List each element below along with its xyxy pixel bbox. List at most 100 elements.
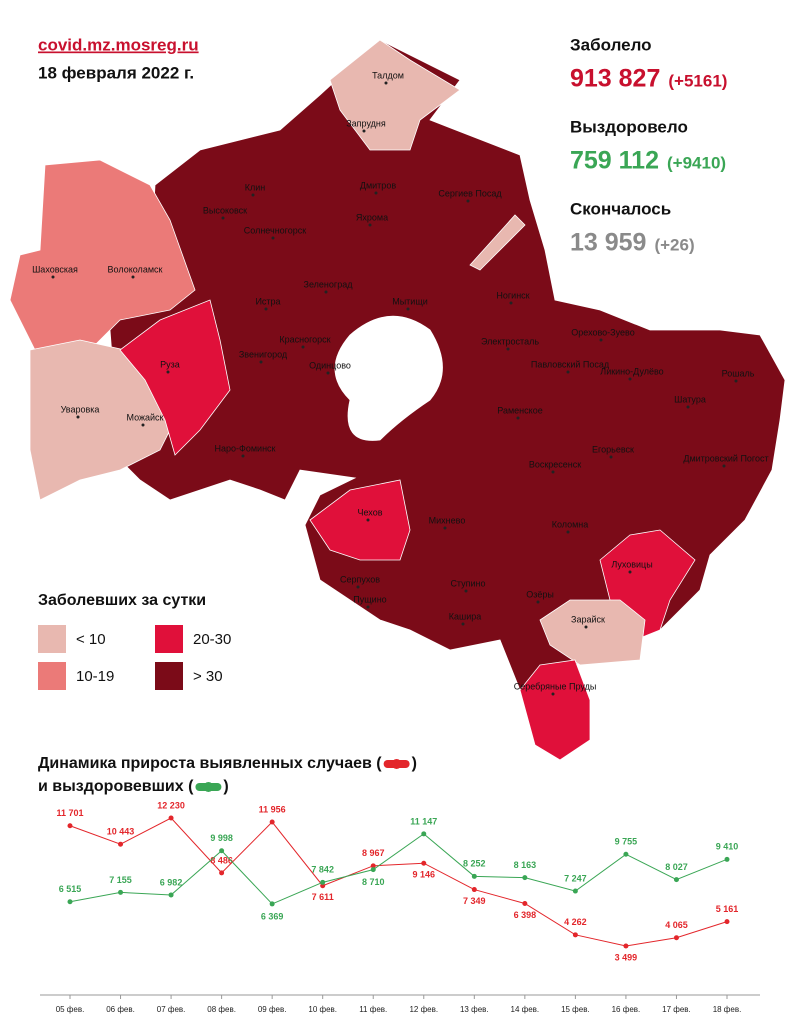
stat-label: Выздоровело: [570, 117, 688, 136]
data-point: [370, 863, 376, 869]
stat-value: 13 959: [570, 229, 646, 257]
city-dot: [264, 307, 268, 311]
x-tick-label: 09 фев.: [258, 1005, 287, 1014]
series-line: [69, 817, 728, 947]
value-label: 10 443: [107, 827, 135, 837]
map-label: Воскресенск: [529, 459, 581, 469]
value-label: 4 065: [665, 920, 688, 930]
city-dot: [734, 379, 738, 383]
map-label: Дмитров: [360, 180, 396, 190]
city-dot: [326, 371, 330, 375]
city-dot: [551, 692, 555, 696]
city-dot: [166, 370, 170, 374]
city-dot: [628, 377, 632, 381]
legend-label: < 10: [76, 631, 106, 648]
value-label: 7 611: [312, 892, 334, 902]
value-label: 6 398: [514, 910, 537, 920]
stat-delta: (+9410): [667, 153, 726, 172]
map-label: Павловский Посад: [531, 359, 610, 369]
map-label: Луховицы: [611, 559, 652, 569]
data-point: [724, 919, 730, 925]
region-under-10: [29, 339, 176, 501]
site-link[interactable]: covid.mz.mosreg.ru: [38, 35, 199, 54]
city-dot: [271, 236, 275, 240]
map-label: Зеленоград: [304, 279, 354, 289]
map-label: Одинцово: [309, 360, 351, 370]
series-line: [69, 833, 728, 905]
map-label: Серебряные Пруды: [514, 681, 597, 691]
city-dot: [628, 570, 632, 574]
stats: Заболело 913 827 (+5161) Выздоровело 759 112…: [570, 35, 727, 256]
city-dot: [464, 589, 468, 593]
x-tick-label: 11 фев.: [359, 1005, 387, 1014]
map-label: Руза: [160, 359, 180, 369]
map-label: Мытищи: [392, 296, 428, 306]
legend-swatch: [155, 625, 183, 653]
data-point: [67, 823, 73, 829]
data-point: [168, 815, 174, 821]
city-dot: [443, 526, 447, 530]
legend-title: Заболевших за сутки: [38, 592, 206, 609]
map-label: Клин: [245, 182, 266, 192]
stat-label: Скончалось: [570, 199, 671, 218]
city-dot: [509, 301, 513, 305]
legend-swatch: [38, 625, 66, 653]
city-dot: [259, 360, 263, 364]
stat-value: 759 112: [570, 147, 659, 175]
map-label: Ступино: [450, 578, 485, 588]
region-10-19: [9, 159, 196, 371]
map-label: Яхрома: [356, 212, 388, 222]
legend-swatch: [155, 662, 183, 690]
stat-label: Заболело: [570, 35, 652, 54]
map-label: Егорьевск: [592, 444, 634, 454]
map-label: Зарайск: [571, 614, 605, 624]
data-point: [471, 873, 477, 879]
city-dot: [584, 625, 588, 629]
chart-title: Динамика прироста выявленных случаев (: [38, 755, 382, 772]
x-tick-label: 15 фев.: [561, 1005, 590, 1014]
city-dot: [324, 290, 328, 294]
map-label: Рошаль: [722, 368, 755, 378]
map-label: Серпухов: [340, 574, 380, 584]
legend-icon-dot: [203, 782, 214, 792]
value-label: 11 956: [259, 804, 286, 814]
map: Талдом Запрудня Клин Дмитров Сергиев Посад Вы…: [9, 39, 786, 761]
value-label: 8 027: [665, 862, 688, 872]
map-label: Коломна: [552, 519, 589, 529]
data-point: [219, 848, 225, 854]
value-label: 9 998: [210, 833, 233, 843]
data-point: [67, 899, 73, 905]
city-dot: [366, 518, 370, 522]
city-dot: [131, 275, 135, 279]
data-point: [724, 856, 730, 862]
city-dot: [141, 423, 145, 427]
x-tick-label: 07 фев.: [157, 1005, 186, 1014]
map-label: Электросталь: [481, 336, 539, 346]
map-label: Шаховская: [32, 264, 78, 274]
value-label: 6 369: [261, 911, 284, 921]
value-label: 8 710: [362, 877, 385, 887]
map-label: Истра: [255, 296, 280, 306]
city-dot: [722, 464, 726, 468]
legend-label: 10-19: [76, 668, 114, 685]
data-point: [269, 901, 275, 907]
stat-value: 913 827: [570, 65, 660, 93]
city-dot: [536, 600, 540, 604]
data-point: [118, 889, 124, 895]
x-tick-label: 12 фев.: [409, 1005, 438, 1014]
map-label: Пущино: [353, 594, 386, 604]
value-label: 11 701: [56, 808, 83, 818]
city-dot: [374, 191, 378, 195]
data-point: [320, 879, 326, 885]
data-point: [168, 892, 174, 898]
region-under-10: [329, 39, 461, 151]
city-dot: [609, 455, 613, 459]
map-label: Волоколамск: [108, 264, 163, 274]
map-label: Раменское: [497, 405, 542, 415]
value-label: 12 230: [157, 800, 185, 810]
city-dot: [566, 530, 570, 534]
moscow: [334, 315, 443, 441]
x-tick-label: 13 фев.: [460, 1005, 489, 1014]
value-label: 8 967: [362, 848, 385, 858]
city-dot: [516, 416, 520, 420]
